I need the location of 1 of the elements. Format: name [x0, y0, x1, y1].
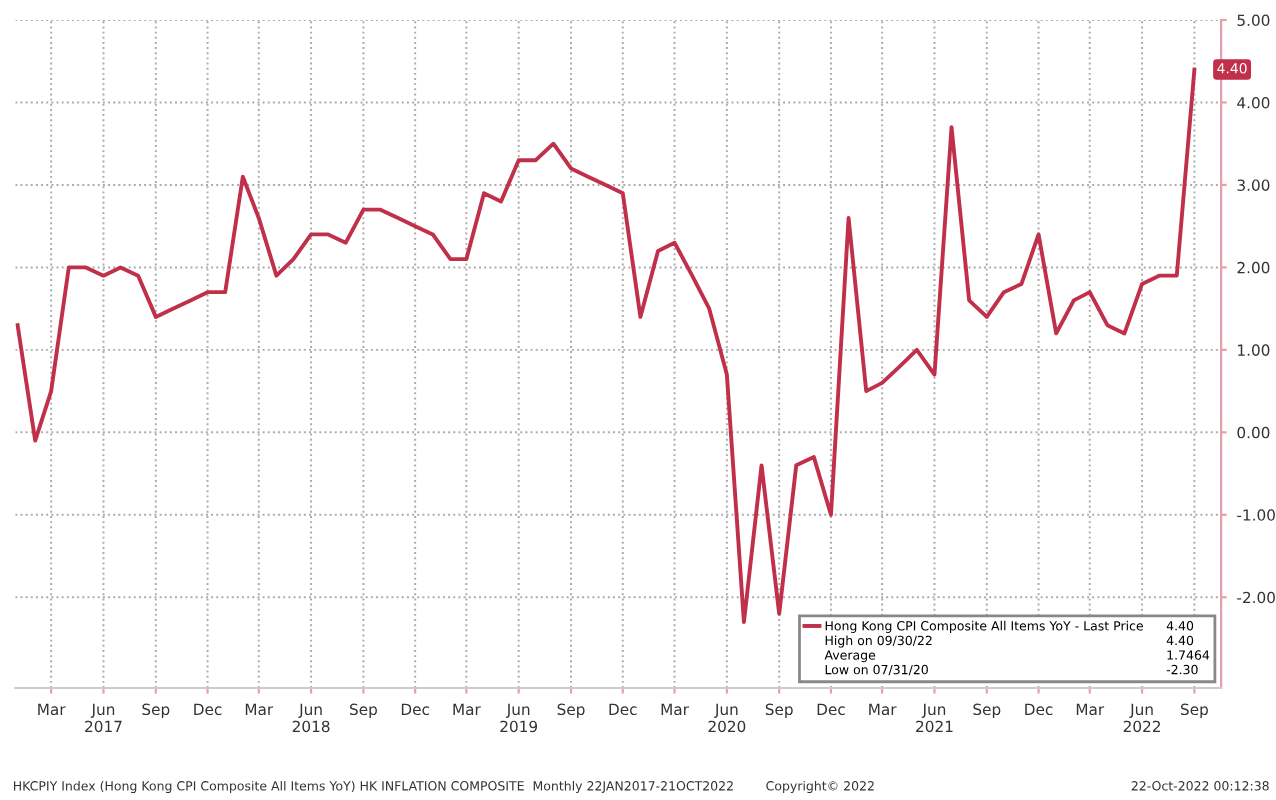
line-series [15, 67, 1197, 624]
